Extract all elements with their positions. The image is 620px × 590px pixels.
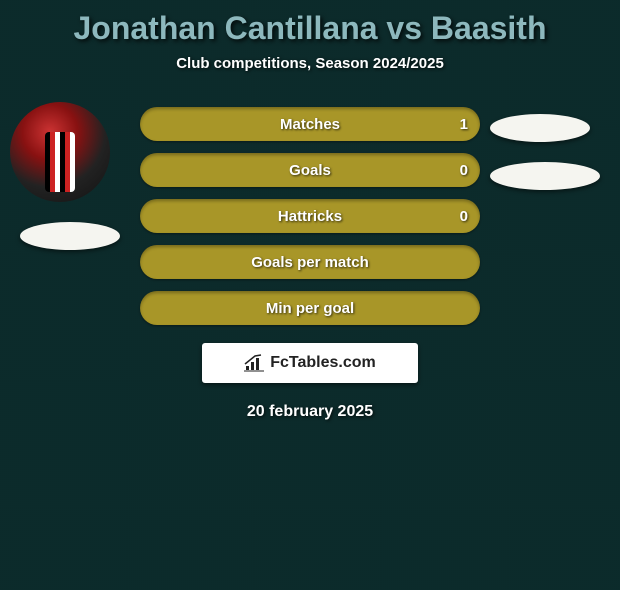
stat-row-hattricks: Hattricks 0 (140, 199, 480, 233)
jersey-graphic (45, 132, 75, 192)
player2-name-oval (490, 162, 600, 190)
stat-value-player1: 1 (460, 116, 468, 133)
player2-avatar-oval (490, 114, 590, 142)
stat-value-player1: 0 (460, 162, 468, 179)
stat-label: Matches (280, 116, 340, 133)
date-text: 20 february 2025 (0, 403, 620, 421)
stats-container: Matches 1 Goals 0 Hattricks 0 Goals per … (140, 102, 480, 325)
brand-text: FcTables.com (270, 354, 376, 372)
player1-name-oval (20, 222, 120, 250)
player1-avatar (10, 102, 110, 202)
stat-label: Goals per match (251, 254, 369, 271)
stat-row-matches: Matches 1 (140, 107, 480, 141)
stat-row-goals: Goals 0 (140, 153, 480, 187)
stat-label: Hattricks (278, 208, 342, 225)
stat-row-goals-per-match: Goals per match (140, 245, 480, 279)
stat-label: Min per goal (266, 300, 354, 317)
stat-value-player1: 0 (460, 208, 468, 225)
content-area: Matches 1 Goals 0 Hattricks 0 Goals per … (0, 102, 620, 421)
subtitle: Club competitions, Season 2024/2025 (0, 55, 620, 72)
brand-logo-box[interactable]: FcTables.com (202, 343, 418, 383)
stat-label: Goals (289, 162, 331, 179)
stat-row-min-per-goal: Min per goal (140, 291, 480, 325)
chart-icon (244, 354, 264, 372)
page-title: Jonathan Cantillana vs Baasith (0, 10, 620, 47)
